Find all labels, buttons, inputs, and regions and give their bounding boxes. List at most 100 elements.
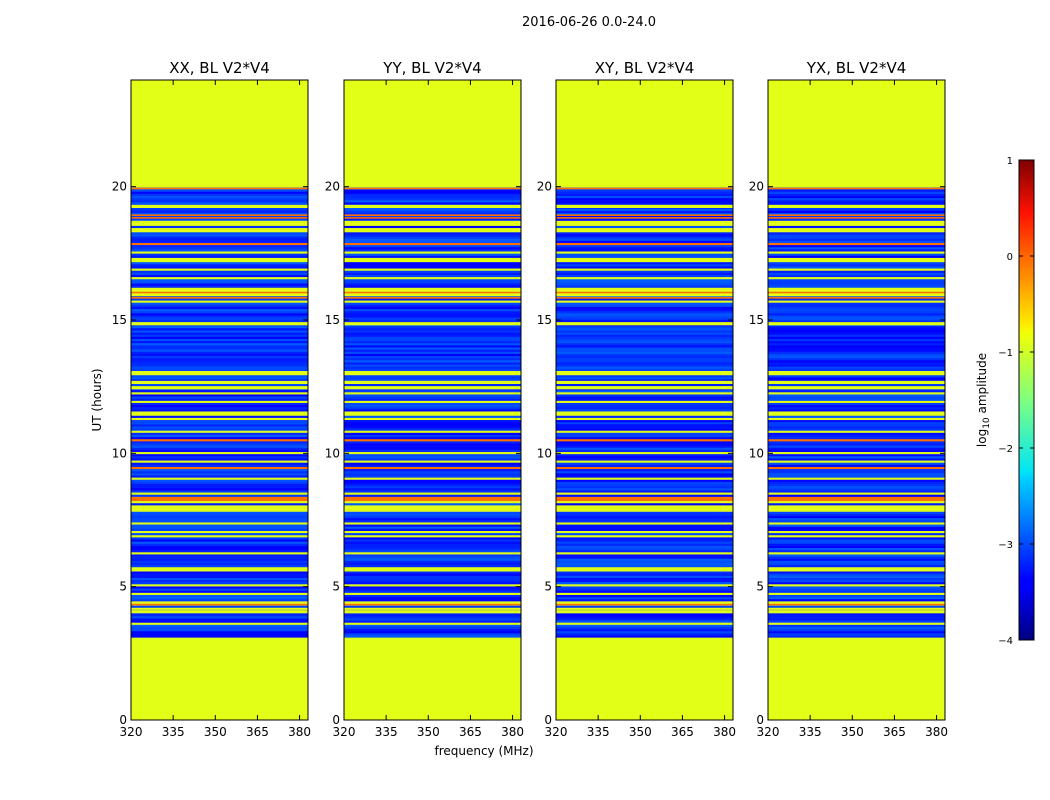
heatmap-row [131,374,308,378]
heatmap-row [556,618,733,621]
heatmap-row [131,383,308,386]
heatmap-row [131,270,308,273]
heatmap-row [131,590,308,593]
heatmap-row [344,532,521,536]
heatmap-flagged-row [556,505,733,508]
heatmap-flagged-row [131,622,308,625]
axes-frame [343,79,522,721]
heatmap-row [344,490,521,493]
heatmap-row [131,409,308,412]
heatmap-row [131,195,308,199]
heatmap-flagged-row [131,380,308,384]
heatmap-row [344,579,521,583]
y-tick-label: 0 [119,713,127,727]
heatmap-row [344,520,521,523]
heatmap-row [131,613,308,617]
heatmap-flagged-row [556,417,733,421]
heatmap-row [344,528,521,531]
heatmap-row [344,473,521,476]
heatmap-hot-row [131,466,308,470]
heatmap-row [131,539,308,542]
heatmap-row [556,554,733,557]
heatmap-row [131,240,308,243]
heatmap-row [131,340,308,344]
y-tick-label: 10 [112,446,127,460]
heatmap-row [344,402,521,406]
heatmap-row [131,618,308,621]
heatmap-row [344,330,521,333]
heatmap-row [344,264,521,267]
heatmap-row [556,462,733,465]
heatmap-row [344,575,521,578]
heatmap-row [556,406,733,410]
heatmap-row [344,554,521,557]
heatmap-row [556,528,733,531]
heatmap-row [556,409,733,412]
heatmap-hot-row [131,187,308,190]
heatmap-row [556,588,733,591]
heatmap-row [344,443,521,446]
heatmap-flagged-row [344,522,521,525]
heatmap-hot-row [344,187,521,190]
heatmap-row [131,458,308,461]
heatmap-row [556,449,733,453]
heatmap-row [344,616,521,619]
heatmap-row [344,453,521,457]
heatmap-hot-row [131,496,308,499]
heatmap-flagged-row [556,622,733,625]
heatmap-flagged-row [131,460,308,463]
heatmap-hot-row [344,466,521,470]
heatmap-row [131,274,308,278]
heatmap-flagged-row [131,257,308,261]
heatmap-row [344,556,521,559]
heatmap-row [344,526,521,529]
heatmap-flagged-row [344,622,521,625]
heatmap-row [344,298,521,301]
heatmap-row [131,210,308,214]
heatmap-row [131,255,308,258]
y-tick-label: 15 [112,313,127,327]
heatmap-row [131,415,308,418]
heatmap-row [556,613,733,617]
heatmap-row [131,336,308,339]
axes-frame [130,79,309,721]
heatmap-row [344,266,521,269]
heatmap-row [344,349,521,352]
heatmap-row [131,443,308,446]
heatmap-row [344,419,521,423]
heatmap-row [131,424,308,427]
heatmap-flagged-row [344,451,521,455]
heatmap-row [131,298,308,301]
heatmap-flagged-row [344,610,521,614]
heatmap-row [131,633,308,636]
heatmap-row [131,628,308,632]
heatmap-row [344,464,521,467]
heatmap-row [344,334,521,337]
heatmap-flagged-row [131,204,308,208]
heatmap-row [556,524,733,527]
heatmap-flagged-row [131,413,308,416]
heatmap-row [344,338,521,342]
heatmap-hot-row [344,297,521,299]
heatmap-row [131,272,308,275]
heatmap-flagged-row [344,268,521,271]
x-tick-label: 350 [204,725,227,739]
heatmap-row [344,261,521,265]
heatmap-row [556,436,733,440]
heatmap-row [344,515,521,519]
heatmap-row [556,434,733,438]
heatmap-row [131,249,308,252]
heatmap-row [131,315,308,318]
heatmap-hot-row [344,217,521,219]
heatmap-row [344,481,521,485]
heatmap-row [131,616,308,619]
heatmap-row [556,596,733,600]
heatmap-row [344,633,521,636]
heatmap-row [131,468,308,472]
heatmap-row [344,628,521,632]
heatmap-row [556,458,733,461]
heatmap-row [344,470,521,474]
heatmap-hot-row [344,242,521,246]
heatmap-flagged-row [556,584,733,587]
